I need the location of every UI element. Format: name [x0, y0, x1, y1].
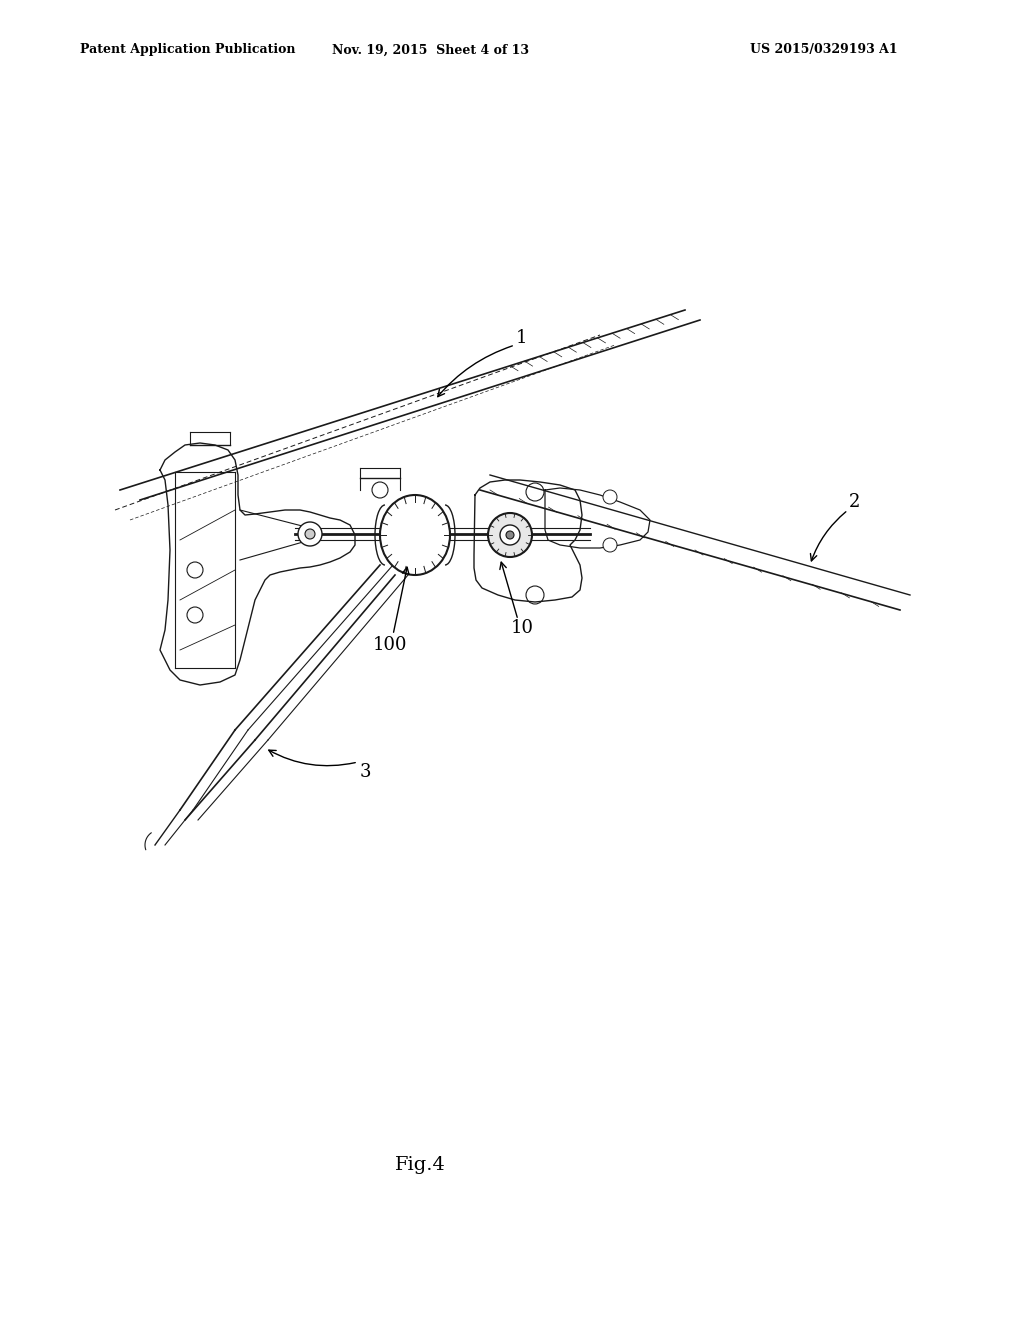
Text: 10: 10 [511, 619, 534, 638]
Circle shape [298, 521, 322, 546]
Text: US 2015/0329193 A1: US 2015/0329193 A1 [750, 44, 898, 57]
Circle shape [603, 490, 617, 504]
Circle shape [187, 607, 203, 623]
Text: 3: 3 [359, 763, 371, 781]
Circle shape [506, 531, 514, 539]
Text: Patent Application Publication: Patent Application Publication [80, 44, 296, 57]
Circle shape [488, 513, 532, 557]
Circle shape [500, 525, 520, 545]
Circle shape [526, 483, 544, 502]
Text: Nov. 19, 2015  Sheet 4 of 13: Nov. 19, 2015 Sheet 4 of 13 [332, 44, 528, 57]
Circle shape [372, 482, 388, 498]
Circle shape [305, 529, 315, 539]
Circle shape [187, 562, 203, 578]
Circle shape [526, 586, 544, 605]
Text: Fig.4: Fig.4 [394, 1156, 445, 1173]
Ellipse shape [380, 495, 450, 576]
Text: 2: 2 [849, 492, 861, 511]
Text: 100: 100 [373, 636, 408, 653]
Text: 1: 1 [516, 329, 527, 347]
Circle shape [603, 539, 617, 552]
